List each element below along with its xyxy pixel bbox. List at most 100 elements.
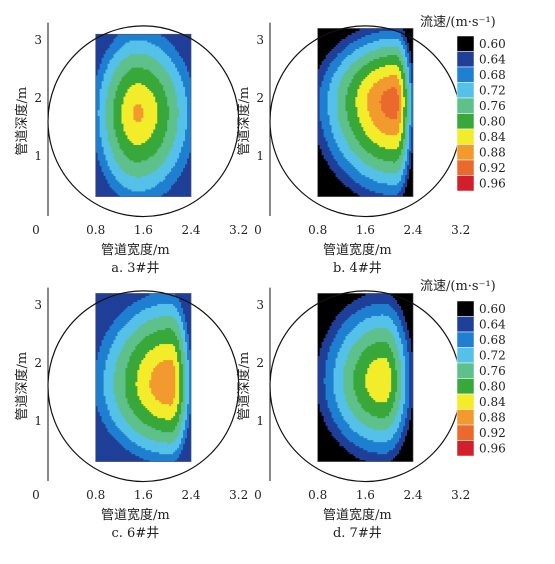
panel-a-field-cell [111, 140, 115, 144]
panel-a-field-cell [165, 157, 168, 161]
panel-b-field-cell [321, 160, 325, 164]
panel-a-field-cell [139, 94, 142, 97]
panel-a-field-cell [187, 53, 190, 57]
panel-a-field-cell [105, 148, 109, 151]
panel-a-field-cell [103, 144, 107, 147]
panel-a-field-cell [187, 45, 190, 49]
panel-a-field-cell [109, 69, 113, 72]
panel-a-field-cell [163, 78, 166, 82]
panel-a-field-cell [181, 63, 184, 66]
panel-a-field-cell [115, 173, 119, 176]
panel-a-field-cell [101, 38, 105, 41]
panel-a-field-cell [175, 94, 178, 97]
panel-a-field-cell [169, 40, 172, 43]
panel-a-field-cell [155, 138, 158, 142]
panel-b-field-cell [327, 84, 331, 88]
panel-a-field-cell [157, 134, 160, 138]
panel-a-field-cell [129, 107, 133, 111]
panel-a-field-cell [179, 123, 182, 126]
panel-a-field-cell [131, 179, 135, 182]
panel-a-field-cell [139, 159, 142, 163]
panel-b-field-cell [333, 112, 337, 116]
panel-b-field-cell [327, 76, 331, 80]
panel-a-field-cell [171, 92, 174, 95]
panel-a-field-cell [119, 121, 123, 124]
panel-a-field-cell [165, 138, 168, 142]
panel-a-field-cell [99, 98, 103, 101]
panel-a-field-cell [123, 186, 127, 190]
panel-a-field-cell [185, 150, 188, 153]
panel-b-field-cell [319, 116, 323, 120]
panel-b-field-cell [323, 74, 327, 78]
panel-a-field-cell [117, 103, 121, 107]
panel-a-field-cell [185, 88, 188, 91]
panel-a-field-cell [127, 173, 131, 176]
panel-a-field-cell [149, 154, 152, 157]
panel-b-field-cell [323, 34, 327, 38]
panel-a-field-cell [143, 163, 146, 167]
panel-a-field-cell [125, 142, 129, 145]
panel-a-field-cell [165, 127, 168, 130]
panel-a-field-cell [95, 157, 99, 161]
panel-a-field-cell [159, 159, 162, 163]
panel-b-field-cell [319, 36, 323, 40]
panel-a-field-cell [115, 171, 119, 174]
panel-a-field-cell [177, 154, 180, 157]
panel-a-field-cell [141, 36, 144, 39]
panel-a-field-cell [127, 148, 131, 151]
panel-a-field-cell [151, 43, 154, 47]
panel-a-field-cell [97, 84, 101, 87]
panel-a-field-cell [151, 185, 154, 188]
panel-a-field-cell [181, 40, 184, 43]
panel-a-field-cell [129, 111, 133, 115]
panel-b-field-cell [337, 190, 341, 194]
panel-b-field-cell [321, 86, 325, 90]
panel-a-field-cell [105, 47, 109, 51]
panel-a-field-cell [171, 36, 174, 39]
panel-a-field-cell [129, 159, 133, 163]
panel-a-field-cell [129, 82, 133, 86]
panel-a-field-cell [107, 101, 111, 105]
panel-a-field-cell [165, 128, 168, 132]
panel-a-field-cell [113, 70, 117, 74]
panel-a-field-cell [173, 179, 176, 182]
panel-a-field-cell [133, 65, 137, 68]
panel-a-field-cell [145, 167, 148, 171]
panel-a-field-cell [173, 99, 176, 103]
panel-a-field-cell [147, 74, 150, 78]
panel-b-field-cell [335, 154, 339, 158]
panel-b-field-cell [337, 56, 341, 60]
panel-b-field-cell [319, 114, 323, 118]
panel-b-field-cell [337, 146, 341, 150]
panel-a-field-cell [183, 142, 186, 145]
panel-a-field-cell [123, 134, 127, 138]
panel-a-field-cell [181, 69, 184, 72]
panel-b-field-cell [329, 46, 333, 50]
panel-a-field-cell [149, 84, 152, 87]
panel-a-field-cell [135, 101, 138, 105]
panel-a-field-cell [149, 152, 152, 155]
panel-a-field-cell [139, 134, 142, 138]
panel-a-field-cell [183, 144, 186, 147]
panel-a-field-cell [115, 128, 119, 132]
panel-a-field-cell [155, 65, 158, 68]
panel-b-field-cell [323, 132, 327, 136]
panel-a-field-cell [95, 82, 99, 86]
panel-a-field-cell [157, 43, 160, 47]
panel-b-field-cell [333, 104, 337, 108]
panel-a-field-cell [123, 163, 127, 167]
panel-a-field-cell [163, 152, 166, 155]
panel-a-field-cell [133, 59, 137, 62]
panel-a-field-cell [129, 190, 133, 194]
panel-a-field-cell [111, 148, 115, 151]
panel-a-field-cell [183, 171, 186, 174]
panel-b-field-cell [331, 58, 335, 62]
panel-a-field-cell [105, 128, 109, 132]
panel-b-field-cell [329, 58, 333, 62]
panel-b-field-cell [321, 78, 325, 82]
panel-a-field-cell [151, 171, 154, 174]
panel-a-field-cell [161, 194, 164, 197]
panel-a-field-cell [189, 161, 192, 165]
panel-a-field-cell [189, 59, 192, 62]
panel-a-field-cell [145, 59, 148, 62]
